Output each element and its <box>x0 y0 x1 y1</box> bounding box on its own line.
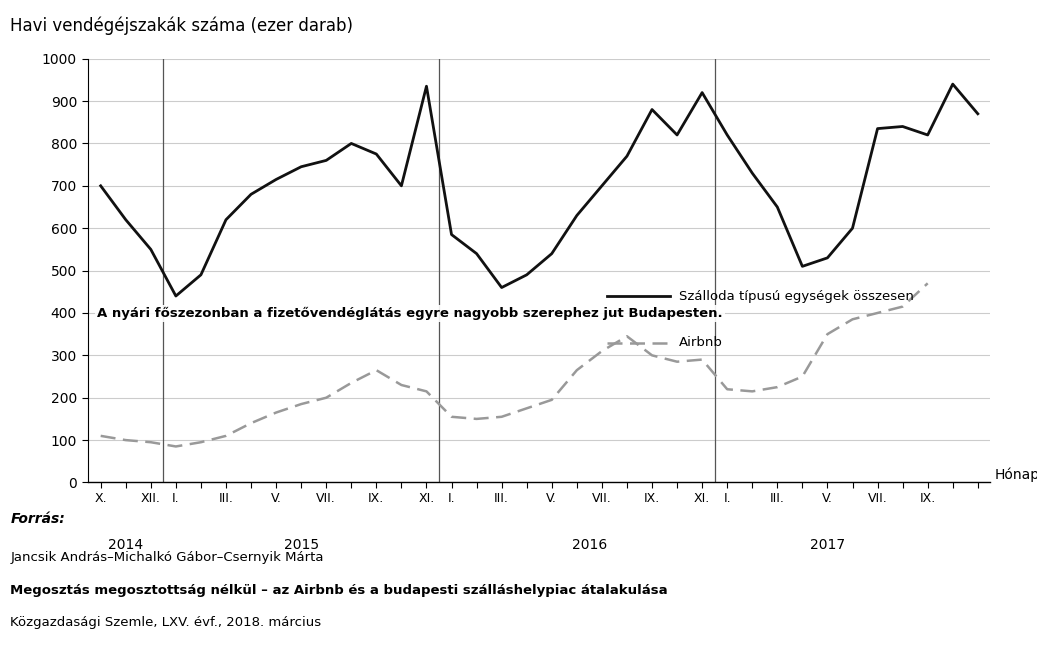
Text: Airbnb: Airbnb <box>679 336 723 349</box>
Text: Jancsik András–Michalkó Gábor–Csernyik Márta: Jancsik András–Michalkó Gábor–Csernyik M… <box>10 551 324 564</box>
Text: Forrás:: Forrás: <box>10 512 65 526</box>
Text: 2016: 2016 <box>571 537 607 552</box>
Text: Havi vendégéjszakák száma (ezer darab): Havi vendégéjszakák száma (ezer darab) <box>10 16 354 35</box>
Text: 2015: 2015 <box>283 537 318 552</box>
Text: 2014: 2014 <box>108 537 143 552</box>
Text: A nyári főszezonban a fizetővendéglátás egyre nagyobb szerephez jut Budapesten.: A nyári főszezonban a fizetővendéglátás … <box>97 307 723 320</box>
Text: Közgazdasági Szemle, LXV. évf., 2018. március: Közgazdasági Szemle, LXV. évf., 2018. má… <box>10 616 321 629</box>
Text: Megosztás megosztottság nélkül – az Airbnb és a budapesti szálláshelypiac átalak: Megosztás megosztottság nélkül – az Airb… <box>10 584 668 597</box>
Text: Szálloda típusú egységek összesen: Szálloda típusú egységek összesen <box>679 289 914 303</box>
Text: 2017: 2017 <box>810 537 845 552</box>
Text: Hónap: Hónap <box>994 468 1037 482</box>
